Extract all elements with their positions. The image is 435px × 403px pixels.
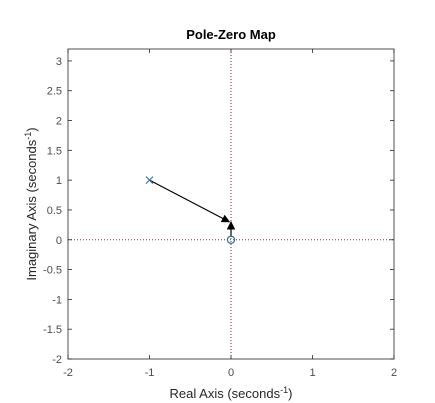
x-tick-label: -1 bbox=[145, 367, 155, 379]
y-tick-label: 2.5 bbox=[47, 86, 62, 98]
plot-area-frame bbox=[67, 48, 395, 360]
x-tick-label: 2 bbox=[391, 367, 397, 379]
chart-title: Pole-Zero Map bbox=[186, 27, 276, 42]
y-tick-label: -1 bbox=[52, 294, 62, 306]
y-tick-label: 0 bbox=[56, 235, 62, 247]
trajectory-arrow bbox=[149, 179, 231, 223]
pole-marker bbox=[145, 176, 154, 185]
y-tick-label: -1.5 bbox=[43, 324, 62, 336]
y-tick-label: -2 bbox=[52, 354, 62, 366]
y-tick-label: 0.5 bbox=[47, 205, 62, 217]
x-axis-label: Real Axis (seconds-1) bbox=[170, 385, 293, 401]
zero-marker bbox=[226, 235, 236, 244]
y-tick-label: 1 bbox=[56, 175, 62, 187]
y-tick-label: 1.5 bbox=[47, 145, 62, 157]
x-tick-label: 0 bbox=[228, 367, 234, 379]
y-axis-label: Imaginary Axis (seconds-1) bbox=[23, 127, 39, 280]
y-tick-label: 3 bbox=[56, 56, 62, 68]
pole-stroke bbox=[145, 176, 154, 185]
x-tick-label: 1 bbox=[309, 367, 315, 379]
y-tick-label: 2 bbox=[56, 116, 62, 128]
y-tick-label: -0.5 bbox=[43, 265, 62, 277]
x-tick-label: -2 bbox=[63, 367, 73, 379]
